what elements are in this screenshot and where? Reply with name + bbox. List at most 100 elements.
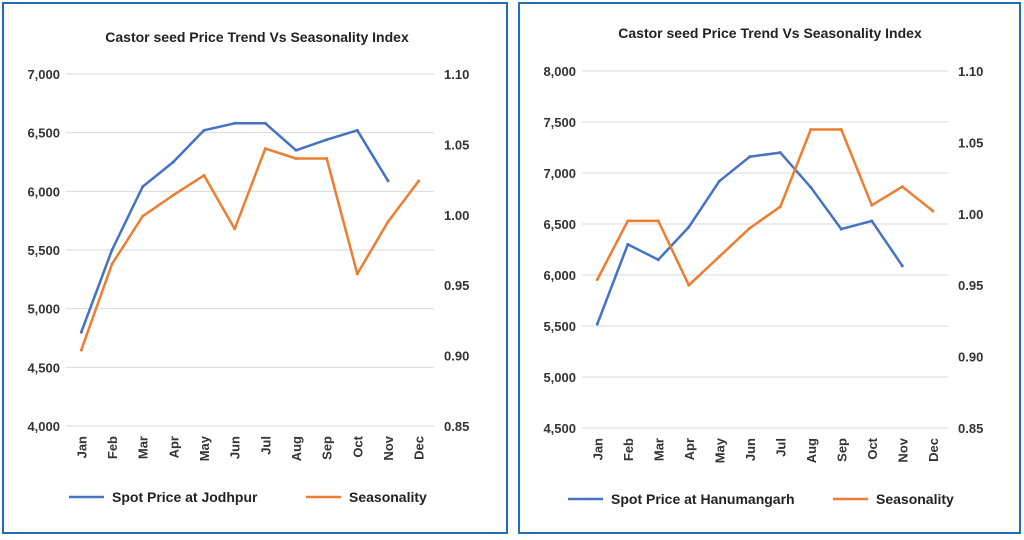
data-point <box>748 226 752 230</box>
chart-title: Castor seed Price Trend Vs Seasonality I… <box>618 25 922 41</box>
right-axis-tick-label: 1.10 <box>444 67 469 82</box>
data-point <box>687 225 691 229</box>
data-point <box>386 179 390 183</box>
data-point <box>900 264 904 268</box>
data-point <box>809 185 813 189</box>
x-axis-tick-label: Jan <box>74 436 89 458</box>
data-point <box>294 156 298 160</box>
x-axis-tick-label: Nov <box>381 435 396 460</box>
chart-hanumangarh: Castor seed Price Trend Vs Seasonality I… <box>543 25 983 507</box>
right-axis-tick-label: 0.95 <box>958 278 983 293</box>
data-point <box>717 179 721 183</box>
data-point <box>839 128 843 132</box>
data-point <box>595 322 599 326</box>
data-point <box>870 203 874 207</box>
data-point <box>386 220 390 224</box>
data-point <box>263 121 267 125</box>
left-axis-tick-label: 6,000 <box>543 268 576 283</box>
x-axis-tick-label: Dec <box>412 436 427 460</box>
legend-label: Spot Price at Hanumangarh <box>611 491 795 507</box>
left-axis-tick-label: 6,500 <box>543 217 576 232</box>
x-axis-tick-label: Feb <box>105 436 120 459</box>
x-axis-tick-label: Mar <box>136 436 151 459</box>
data-point <box>110 248 114 252</box>
x-axis-tick-label: Feb <box>621 438 636 461</box>
chart-title: Castor seed Price Trend Vs Seasonality I… <box>105 29 409 45</box>
right-axis-tick-label: 1.00 <box>444 208 469 223</box>
data-point <box>202 173 206 177</box>
right-axis-tick-label: 1.10 <box>958 64 983 79</box>
data-point <box>656 219 660 223</box>
data-point <box>595 277 599 281</box>
legend-label: Seasonality <box>349 489 427 505</box>
left-axis-tick-label: 4,000 <box>27 419 60 434</box>
data-point <box>778 205 782 209</box>
right-axis-tick-label: 1.05 <box>444 137 469 152</box>
data-point <box>748 155 752 159</box>
left-axis-tick-label: 5,500 <box>543 319 576 334</box>
data-point <box>233 121 237 125</box>
left-axis-tick-label: 7,500 <box>543 115 576 130</box>
series-line-seasonality <box>596 128 935 287</box>
data-point <box>141 185 145 189</box>
x-axis-tick-label: Jul <box>258 436 273 455</box>
data-point <box>171 193 175 197</box>
legend-label: Seasonality <box>876 491 954 507</box>
x-axis-tick-label: Aug <box>804 438 819 463</box>
right-axis-tick-label: 1.00 <box>958 207 983 222</box>
data-point <box>656 258 660 262</box>
data-point <box>900 185 904 189</box>
x-axis-tick-label: Oct <box>865 437 880 459</box>
data-point <box>870 219 874 223</box>
series-line-spot-price <box>596 151 904 326</box>
data-point <box>839 227 843 231</box>
x-axis-tick-label: Jun <box>228 436 243 459</box>
right-axis-tick-label: 0.85 <box>444 419 469 434</box>
x-axis-tick-label: Apr <box>682 438 697 460</box>
left-axis-tick-label: 4,500 <box>543 421 576 436</box>
series-line-seasonality <box>80 147 420 352</box>
left-axis-tick-label: 5,000 <box>27 302 60 317</box>
data-point <box>417 179 421 183</box>
data-point <box>717 255 721 259</box>
data-point <box>626 219 630 223</box>
x-axis-tick-label: Jun <box>743 438 758 461</box>
data-point <box>778 151 782 155</box>
chart-jodhpur: Castor seed Price Trend Vs Seasonality I… <box>27 29 469 505</box>
data-point <box>171 160 175 164</box>
x-axis-tick-label: May <box>197 435 212 461</box>
x-axis-tick-label: Aug <box>289 436 304 461</box>
right-axis-tick-label: 0.85 <box>958 421 983 436</box>
left-axis-tick-label: 5,000 <box>543 370 576 385</box>
x-axis-tick-label: May <box>712 437 727 463</box>
x-axis-tick-label: Jan <box>590 438 605 460</box>
x-axis-tick-label: Dec <box>926 438 941 462</box>
left-axis-tick-label: 7,000 <box>27 67 60 82</box>
data-point <box>687 283 691 287</box>
right-axis-tick-label: 0.95 <box>444 278 469 293</box>
data-point <box>110 262 114 266</box>
data-point <box>79 330 83 334</box>
x-axis-tick-label: Mar <box>651 438 666 461</box>
left-axis-tick-label: 8,000 <box>543 64 576 79</box>
data-point <box>79 348 83 352</box>
x-axis-tick-label: Jul <box>773 438 788 457</box>
left-axis-tick-label: 6,500 <box>27 126 60 141</box>
data-point <box>355 128 359 132</box>
data-point <box>325 138 329 142</box>
right-axis-tick-label: 0.90 <box>958 350 983 365</box>
x-axis-tick-label: Nov <box>895 437 910 462</box>
x-axis-tick-label: Sep <box>320 436 335 460</box>
legend-label: Spot Price at Jodhpur <box>112 489 258 505</box>
left-axis-tick-label: 7,000 <box>543 166 576 181</box>
data-point <box>325 156 329 160</box>
left-axis-tick-label: 5,500 <box>27 243 60 258</box>
right-axis-tick-label: 1.05 <box>958 135 983 150</box>
data-point <box>294 148 298 152</box>
x-axis-tick-label: Apr <box>166 436 181 458</box>
data-point <box>355 272 359 276</box>
chart-panel-jodhpur: Castor seed Price Trend Vs Seasonality I… <box>2 2 508 534</box>
left-axis-tick-label: 6,000 <box>27 184 60 199</box>
x-axis-tick-label: Oct <box>350 435 365 457</box>
data-point <box>202 128 206 132</box>
